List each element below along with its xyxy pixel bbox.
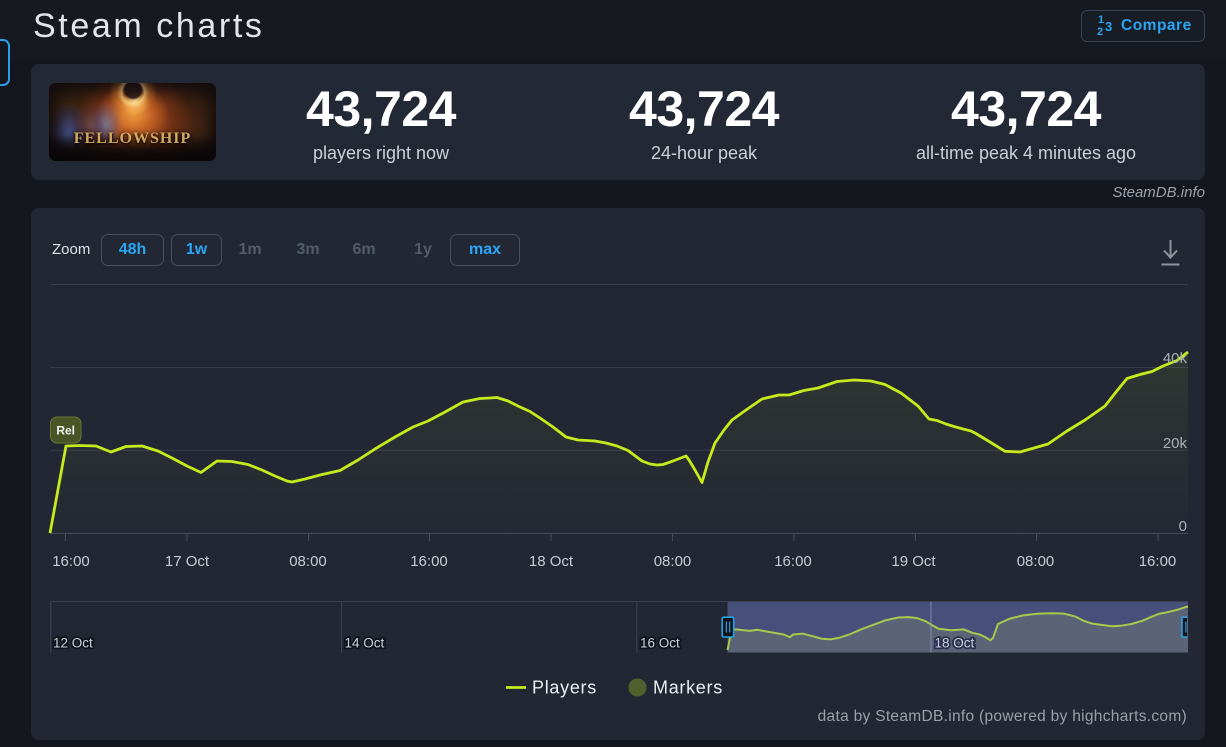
svg-text:18 Oct: 18 Oct <box>529 553 574 570</box>
svg-text:12 Oct: 12 Oct <box>53 636 93 651</box>
svg-text:Rel: Rel <box>56 423 75 437</box>
svg-text:16:00: 16:00 <box>1139 553 1177 570</box>
svg-text:16:00: 16:00 <box>52 553 90 570</box>
svg-text:08:00: 08:00 <box>289 553 327 570</box>
svg-text:Players: Players <box>532 678 597 698</box>
svg-text:20k: 20k <box>1163 435 1188 452</box>
svg-text:16 Oct: 16 Oct <box>640 636 680 651</box>
svg-text:16:00: 16:00 <box>410 553 448 570</box>
svg-text:18 Oct: 18 Oct <box>935 636 975 651</box>
svg-text:08:00: 08:00 <box>654 553 692 570</box>
svg-text:14 Oct: 14 Oct <box>345 636 385 651</box>
svg-text:40k: 40k <box>1163 350 1188 367</box>
svg-text:19 Oct: 19 Oct <box>891 553 936 570</box>
svg-text:08:00: 08:00 <box>1017 553 1055 570</box>
svg-text:0: 0 <box>1179 518 1187 535</box>
svg-text:Markers: Markers <box>653 678 723 698</box>
svg-text:17 Oct: 17 Oct <box>165 553 210 570</box>
svg-text:16:00: 16:00 <box>774 553 812 570</box>
